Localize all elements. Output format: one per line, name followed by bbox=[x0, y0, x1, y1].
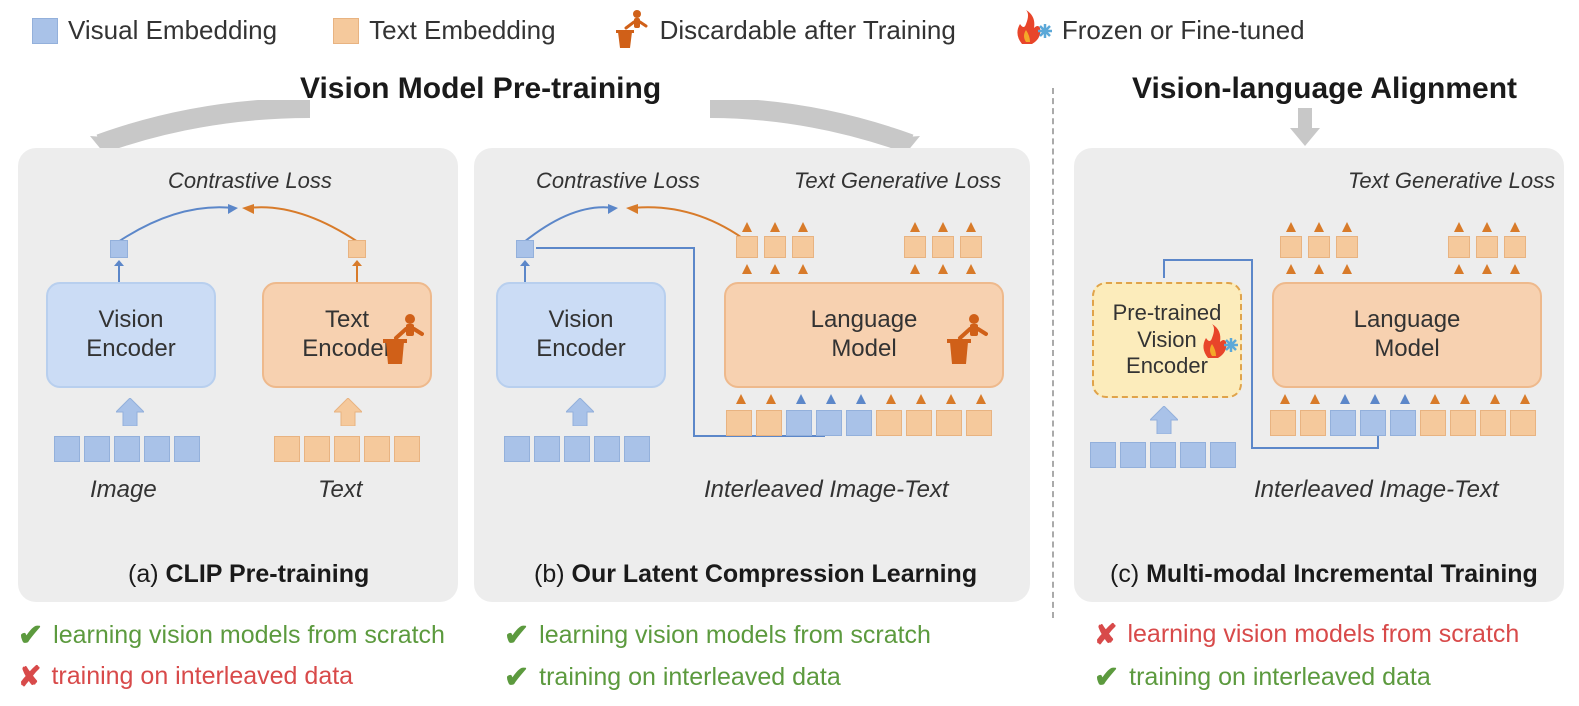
divider bbox=[1052, 88, 1054, 618]
bullet-a1: ✔ learning vision models from scratch bbox=[18, 618, 445, 653]
panel-c-out-tokens2 bbox=[1448, 236, 1526, 258]
panel-b-loss2: Text Generative Loss bbox=[794, 168, 1001, 194]
fat-arrow-a1 bbox=[116, 398, 144, 426]
bullet-a2-text: training on interleaved data bbox=[51, 662, 353, 691]
cross-icon: ✘ bbox=[18, 660, 41, 693]
check-icon: ✔ bbox=[504, 660, 529, 695]
panel-b-loss1: Contrastive Loss bbox=[536, 168, 700, 194]
bullet-b2-text: training on interleaved data bbox=[539, 663, 841, 692]
panel-a-caption: (a) CLIP Pre-training bbox=[128, 560, 369, 589]
bullet-a1-text: learning vision models from scratch bbox=[53, 621, 445, 650]
panel-a: Contrastive Loss Vision Encoder Text Enc… bbox=[18, 148, 458, 602]
fire-ice-icon bbox=[1012, 10, 1052, 51]
panel-b-interleaved-tokens bbox=[726, 410, 992, 436]
fat-arrow-a2 bbox=[334, 398, 362, 426]
panel-a-text-out bbox=[348, 240, 366, 258]
panel-a-text-label: Text bbox=[318, 476, 362, 504]
panel-c-loss: Text Generative Loss bbox=[1348, 168, 1555, 194]
panel-c-image-tokens bbox=[1090, 442, 1236, 468]
bullet-b1: ✔ learning vision models from scratch bbox=[504, 618, 931, 653]
panel-c-caption: (c) Multi-modal Incremental Training bbox=[1110, 560, 1538, 589]
alignment-title: Vision-language Alignment bbox=[1132, 72, 1517, 106]
panel-a-visual-out bbox=[110, 240, 128, 258]
check-icon: ✔ bbox=[504, 618, 529, 653]
legend-discard: Discardable after Training bbox=[612, 8, 956, 53]
panel-b-up1 bbox=[518, 260, 532, 282]
text-swatch bbox=[333, 18, 359, 44]
legend-text: Text Embedding bbox=[333, 15, 555, 46]
cross-icon: ✘ bbox=[1094, 618, 1117, 651]
bullet-b1-text: learning vision models from scratch bbox=[539, 621, 931, 650]
legend-frozen-label: Frozen or Fine-tuned bbox=[1062, 15, 1305, 46]
panel-a-image-label: Image bbox=[90, 476, 157, 504]
panel-a-up2 bbox=[350, 260, 364, 282]
bullet-c2-text: training on interleaved data bbox=[1129, 663, 1431, 692]
panel-a-up1 bbox=[112, 260, 126, 282]
panel-b-image-tokens bbox=[504, 436, 650, 462]
bullet-c2: ✔ training on interleaved data bbox=[1094, 660, 1431, 695]
fat-arrow-c1 bbox=[1150, 406, 1178, 434]
check-icon: ✔ bbox=[18, 618, 43, 653]
panel-b-caption: (b) Our Latent Compression Learning bbox=[534, 560, 977, 589]
legend-visual: Visual Embedding bbox=[32, 15, 277, 46]
legend-discard-label: Discardable after Training bbox=[660, 15, 956, 46]
panel-c-input-label: Interleaved Image-Text bbox=[1254, 476, 1499, 504]
bullet-a2: ✘ training on interleaved data bbox=[18, 660, 353, 693]
panel-a-image-tokens bbox=[54, 436, 200, 462]
vision-encoder-a: Vision Encoder bbox=[46, 282, 216, 388]
panel-a-text-tokens bbox=[274, 436, 420, 462]
bullet-b2: ✔ training on interleaved data bbox=[504, 660, 841, 695]
panel-b-input-label: Interleaved Image-Text bbox=[704, 476, 949, 504]
bullet-c1: ✘ learning vision models from scratch bbox=[1094, 618, 1519, 651]
visual-swatch bbox=[32, 18, 58, 44]
panel-b-out-tokens2 bbox=[904, 236, 982, 258]
panel-a-loss: Contrastive Loss bbox=[168, 168, 332, 194]
panel-c: Text Generative Loss Pre-trained Vision … bbox=[1074, 148, 1564, 602]
discard-icon-b bbox=[944, 312, 988, 366]
panel-b-visual-out bbox=[516, 240, 534, 258]
legend-frozen: Frozen or Fine-tuned bbox=[1012, 10, 1305, 51]
alignment-arrow bbox=[1280, 108, 1330, 148]
panel-c-interleaved-tokens bbox=[1270, 410, 1536, 436]
fat-arrow-b1 bbox=[566, 398, 594, 426]
trash-icon bbox=[612, 8, 650, 53]
bullet-c1-text: learning vision models from scratch bbox=[1127, 620, 1519, 649]
panel-b: Contrastive Loss Text Generative Loss Vi… bbox=[474, 148, 1030, 602]
check-icon: ✔ bbox=[1094, 660, 1119, 695]
legend-visual-label: Visual Embedding bbox=[68, 15, 277, 46]
discard-icon-a bbox=[380, 312, 424, 366]
legend-row: Visual Embedding Text Embedding Discarda… bbox=[0, 8, 1579, 53]
panel-c-out-tokens bbox=[1280, 236, 1358, 258]
legend-text-label: Text Embedding bbox=[369, 15, 555, 46]
